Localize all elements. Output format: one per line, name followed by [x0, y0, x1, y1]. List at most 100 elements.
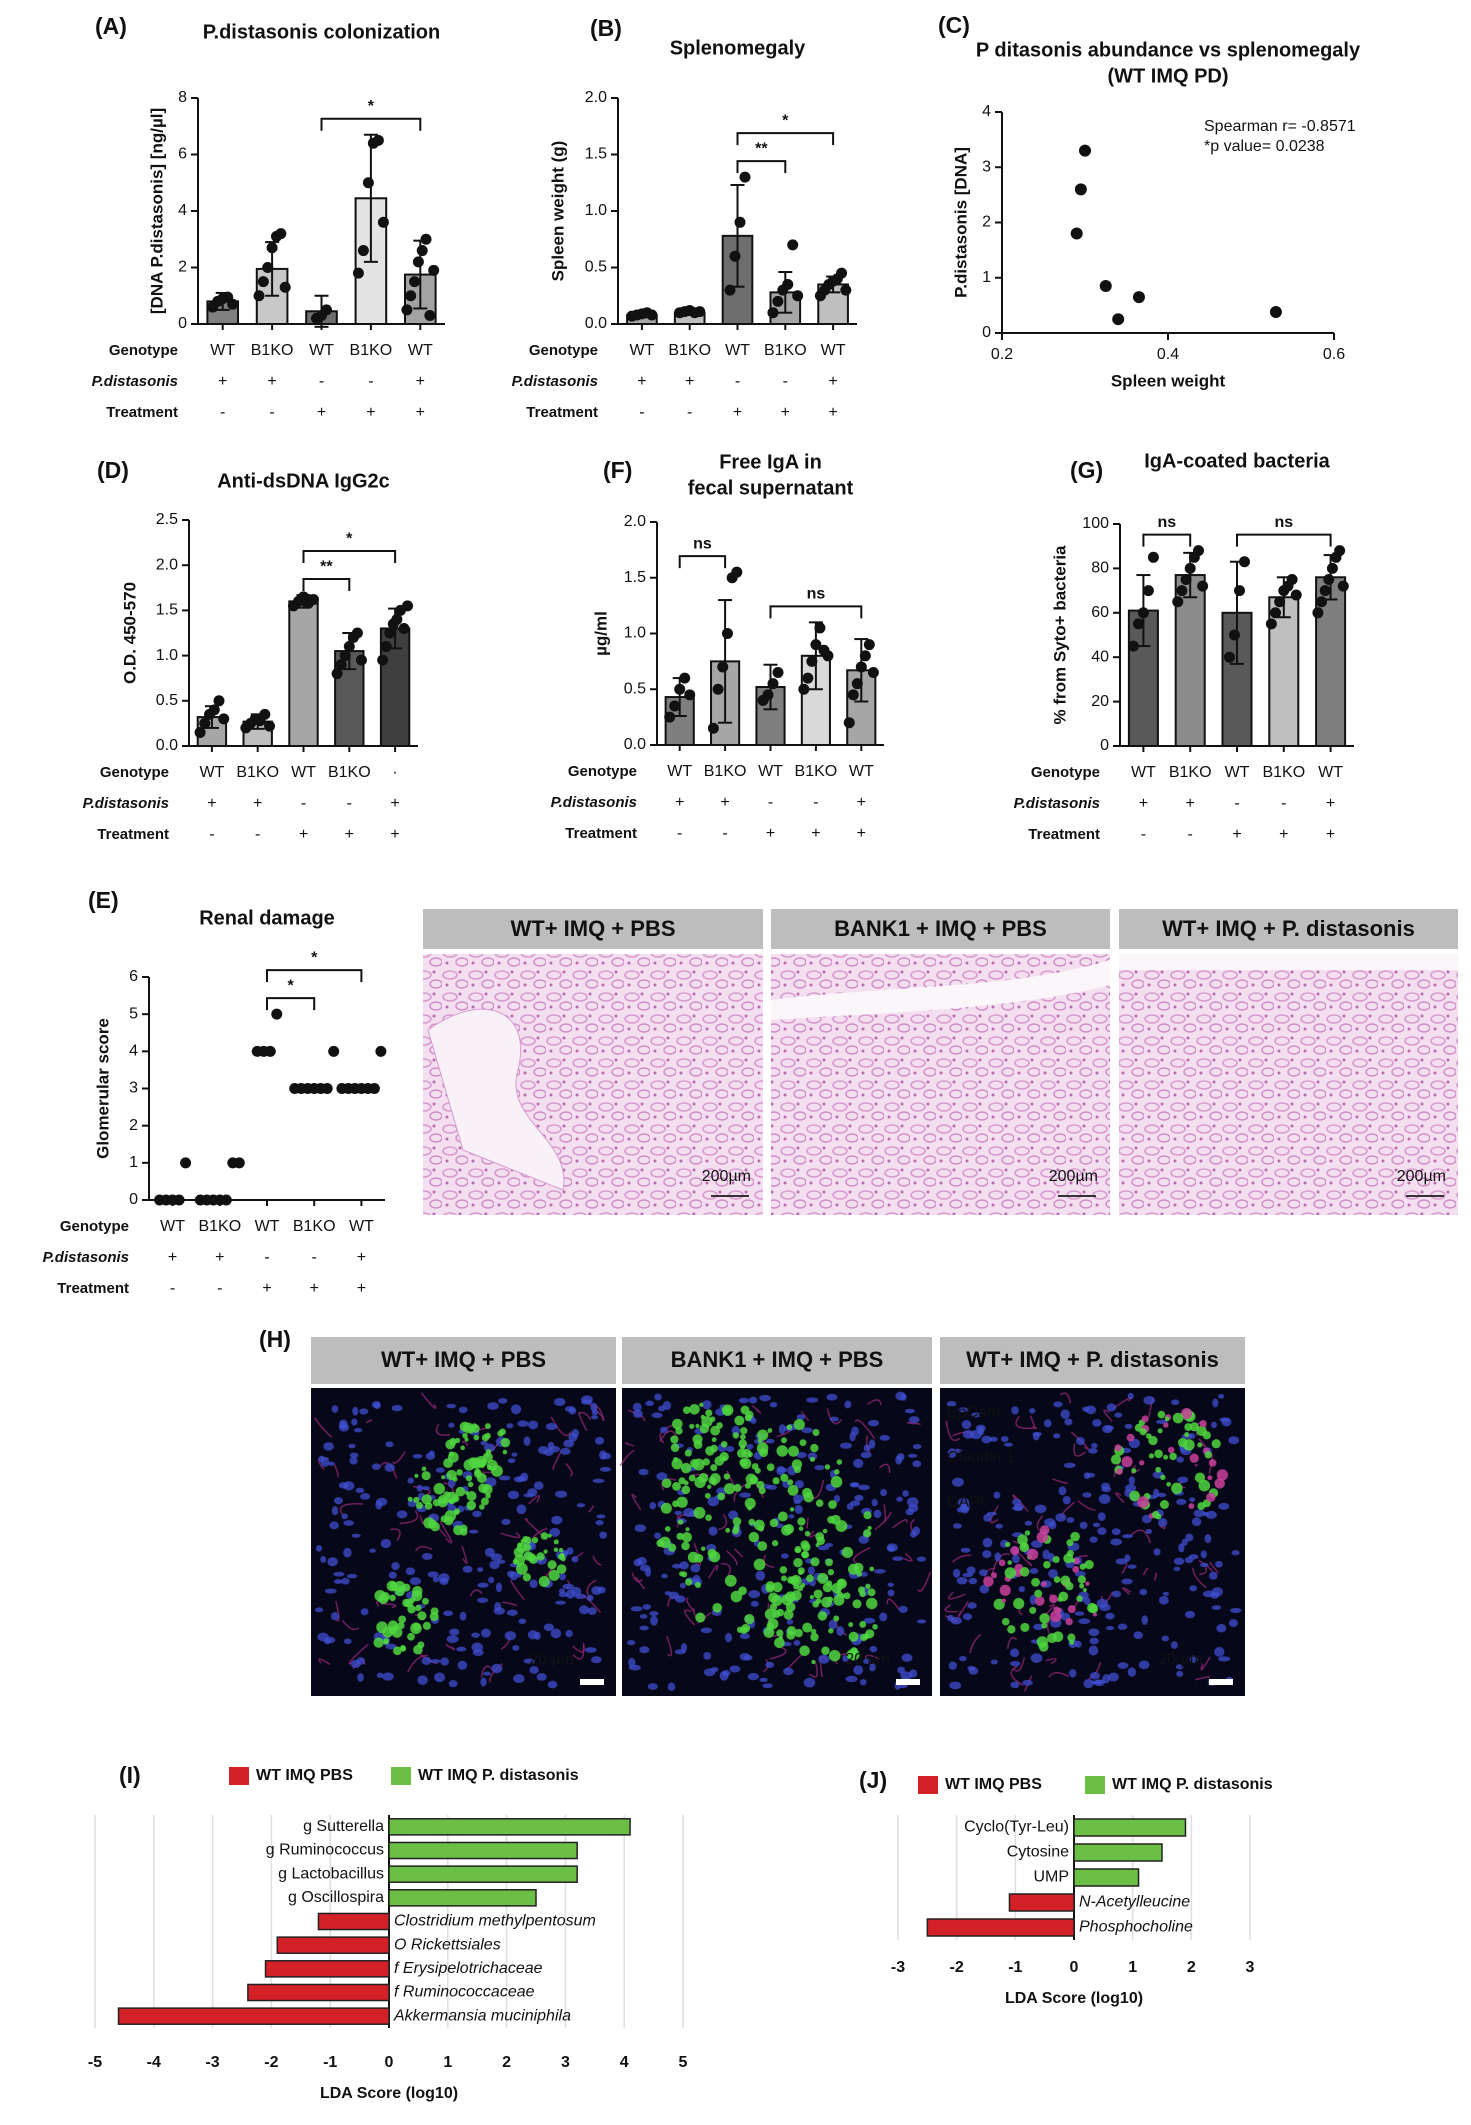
- row-label: P.distasonis: [512, 373, 598, 390]
- nucleus: [1127, 1667, 1137, 1677]
- bar: [388, 1889, 537, 1907]
- nucleus: [1111, 1590, 1122, 1598]
- bar: [1008, 1893, 1075, 1912]
- claudin-signal: [684, 1449, 692, 1457]
- claudin-signal: [753, 1558, 766, 1571]
- nucleus: [902, 1490, 909, 1497]
- nucleus: [1075, 1640, 1082, 1648]
- nucleus: [1188, 1433, 1196, 1439]
- claudin-signal: [676, 1532, 684, 1540]
- y-tick-label: 2.0: [624, 513, 646, 530]
- claudin-signal: [769, 1518, 779, 1528]
- claudin-signal: [1202, 1431, 1211, 1440]
- claudin-signal: [661, 1478, 672, 1489]
- claudin-signal: [809, 1456, 815, 1462]
- data-point: [402, 600, 414, 612]
- nucleus: [851, 1426, 859, 1436]
- nucleus: [1111, 1528, 1121, 1536]
- data-point: [331, 668, 343, 680]
- nucleus: [586, 1594, 594, 1602]
- nucleus: [1145, 1528, 1153, 1535]
- nucleus: [968, 1577, 978, 1585]
- data-point: [1180, 574, 1192, 585]
- row-value: -: [722, 825, 727, 842]
- nucleus: [376, 1672, 384, 1678]
- claudin-signal: [872, 1624, 878, 1630]
- data-point: [1290, 589, 1302, 601]
- nucleus: [1079, 1521, 1088, 1530]
- nucleus: [421, 1656, 432, 1666]
- claudin-signal: [812, 1428, 820, 1436]
- nucleus: [645, 1567, 652, 1577]
- membrane-signal: [808, 1530, 818, 1538]
- y-tick-label: 0: [129, 1191, 138, 1208]
- nucleus: [649, 1611, 659, 1616]
- claudin-signal: [744, 1614, 755, 1625]
- nucleus: [778, 1424, 786, 1435]
- claudin-signal: [763, 1627, 775, 1638]
- claudin-signal: [673, 1457, 679, 1462]
- membrane-signal: [733, 1548, 744, 1558]
- row-value: -: [220, 404, 225, 421]
- x-tick-label: WT: [349, 1218, 374, 1235]
- nucleus: [647, 1683, 658, 1690]
- nucleus: [529, 1579, 538, 1589]
- nucleus: [748, 1396, 758, 1404]
- nucleus: [1030, 1653, 1043, 1663]
- membrane-signal: [1012, 1494, 1029, 1513]
- membrane-signal: [627, 1409, 646, 1422]
- data-point: [343, 641, 355, 653]
- nucleus: [1162, 1591, 1169, 1596]
- claudin-signal: [983, 1576, 994, 1587]
- row-value: +: [215, 1249, 224, 1266]
- nucleus: [739, 1633, 750, 1640]
- nucleus: [1189, 1655, 1198, 1663]
- nucleus: [826, 1393, 838, 1401]
- claudin-signal: [745, 1473, 757, 1485]
- membrane-signal: [733, 1484, 746, 1502]
- membrane-signal: [1191, 1567, 1207, 1589]
- claudin-signal: [553, 1539, 559, 1545]
- nucleus: [904, 1408, 916, 1414]
- nucleus: [853, 1458, 864, 1468]
- claudin-signal: [821, 1646, 830, 1655]
- significance-label: *: [346, 530, 353, 547]
- y-axis-label: Spleen weight (g): [548, 141, 567, 282]
- nucleus: [868, 1663, 876, 1672]
- membrane-signal: [1006, 1636, 1018, 1649]
- claudin-signal: [559, 1552, 565, 1558]
- nucleus: [494, 1602, 502, 1612]
- nucleus: [1034, 1504, 1047, 1514]
- claudin-signal: [547, 1560, 557, 1570]
- x-tick-label: WT: [1225, 764, 1250, 781]
- x-tick-label: -5: [88, 2054, 102, 2071]
- panel-header-text: BANK1 + IMQ + PBS: [671, 1347, 884, 1372]
- nucleus: [817, 1545, 830, 1551]
- y-axis-label: P.distasonis [DNA]: [951, 147, 970, 298]
- nucleus: [1053, 1433, 1061, 1439]
- claudin-signal: [756, 1480, 765, 1489]
- claudin-signal: [558, 1547, 564, 1553]
- nucleus: [599, 1450, 607, 1460]
- nucleus: [907, 1453, 918, 1458]
- row-value: -: [170, 1280, 175, 1297]
- data-point: [822, 650, 834, 662]
- nucleus: [951, 1477, 964, 1487]
- claudin-signal: [776, 1629, 784, 1637]
- claudin-signal: [681, 1532, 692, 1543]
- nucleus: [550, 1628, 562, 1639]
- chart-title: P.distasonis colonization: [203, 21, 440, 43]
- data-point: [271, 1008, 283, 1020]
- nucleus: [796, 1452, 807, 1459]
- nucleus: [1202, 1590, 1215, 1598]
- claudin-signal: [786, 1424, 793, 1430]
- claudin-signal: [471, 1424, 480, 1433]
- nucleus: [558, 1588, 565, 1594]
- nucleus: [1097, 1512, 1106, 1522]
- nucleus: [794, 1504, 803, 1514]
- nucleus: [1185, 1533, 1194, 1542]
- nucleus: [845, 1675, 858, 1683]
- y-axis-label: % from Syto+ bacteria: [1050, 545, 1069, 725]
- claudin-signal: [827, 1516, 835, 1524]
